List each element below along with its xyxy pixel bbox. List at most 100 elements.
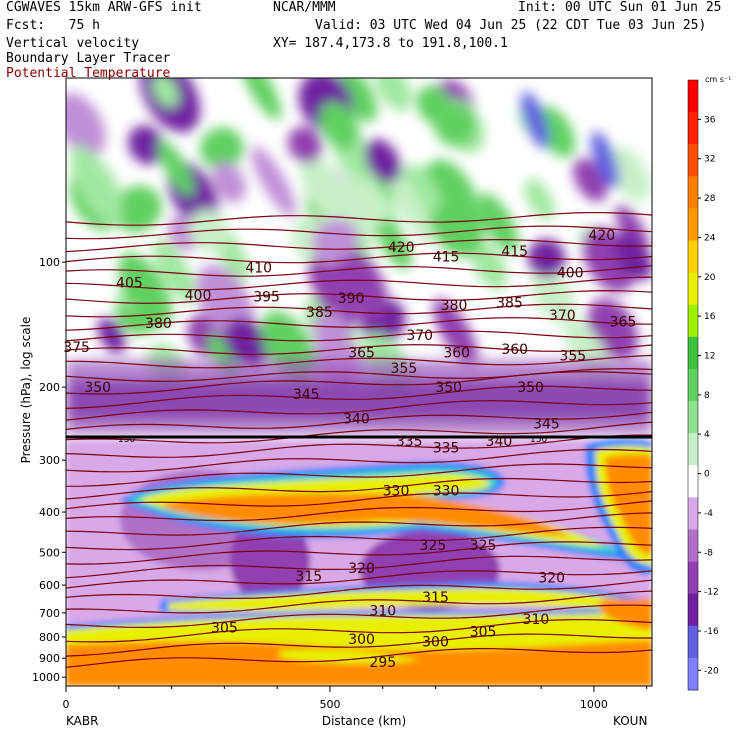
theta-label: 365 (348, 345, 375, 361)
theta-label: 365 (610, 315, 637, 331)
colorbar-swatch (688, 144, 698, 177)
theta-label: 420 (388, 240, 415, 256)
theta-label: 360 (501, 342, 528, 358)
colorbar-tick-label: -20 (704, 666, 719, 676)
colorbar-tick-label: 16 (704, 312, 716, 322)
colorbar-tick-label: -4 (704, 509, 713, 519)
x-tick-label: 0 (63, 698, 70, 711)
w-blob (224, 317, 269, 369)
theta-contour (66, 317, 652, 331)
w-blob (200, 127, 244, 170)
field-vertical-velocity: Vertical velocity (6, 36, 140, 51)
cross-section-endpoints: XY= 187.4,173.8 to 191.8,100.1 (273, 36, 508, 51)
theta-label: 400 (185, 288, 212, 304)
colorbar-swatch (688, 272, 698, 306)
colorbar-tick-label: 24 (704, 233, 716, 243)
theta-label: 335 (433, 441, 460, 457)
colorbar-swatch (688, 625, 698, 659)
theta-label: 380 (145, 316, 172, 332)
w-blob (591, 131, 619, 189)
colorbar: -20 -16 -12 -8 -4 0 4 8 12 16 20 24 28 32 36 (687, 79, 719, 691)
w-blob (521, 91, 549, 149)
theta-label: 325 (470, 538, 497, 554)
w-blob (152, 78, 179, 108)
colorbar-swatch (688, 304, 698, 338)
colorbar-swatch (688, 240, 698, 274)
x-axis: 0 500 1000 (63, 686, 648, 711)
theta-contour (66, 421, 652, 444)
theta-label: 315 (422, 590, 449, 606)
theta-label: 400 (557, 266, 584, 282)
theta-contour (66, 570, 652, 589)
theta-label: 300 (348, 632, 375, 648)
theta-contour (66, 448, 652, 473)
theta-label: 345 (533, 417, 560, 433)
theta-contour (66, 633, 652, 657)
tropopause-label-right: 150 (530, 435, 547, 445)
y-tick-label: 200 (39, 381, 60, 394)
w-blob (377, 220, 412, 269)
colorbar-tick-label: 0 (704, 470, 710, 480)
colorbar-swatch (688, 336, 698, 370)
colorbar-swatch (688, 80, 698, 113)
valid-time: Valid: 03 UTC Wed 04 Jun 25 (22 CDT Tue … (315, 18, 707, 33)
y-axis-label: Pressure (hPa), log scale (19, 317, 33, 464)
colorbar-swatch (688, 208, 698, 242)
w-blob (311, 218, 359, 263)
model-title: CGWAVES 15km ARW-GFS init (6, 0, 202, 15)
x-tick-label: 1000 (580, 698, 608, 711)
theta-label: 380 (441, 298, 468, 314)
theta-label: 385 (496, 295, 523, 311)
theta-label: 340 (486, 434, 513, 450)
w-blob (388, 171, 435, 245)
colorbar-swatch (688, 657, 698, 691)
colorbar-tick-label: 8 (704, 391, 710, 401)
theta-label: 390 (338, 291, 365, 307)
theta-label: 345 (293, 387, 320, 403)
y-tick-label: 1000 (32, 671, 60, 684)
theta-contour (66, 212, 652, 226)
theta-contour (66, 541, 652, 565)
theta-label: 370 (406, 328, 433, 344)
theta-contour (66, 303, 652, 318)
w-blob (364, 139, 401, 183)
y-tick-label: 300 (39, 454, 60, 467)
theta-label: 310 (523, 612, 550, 628)
w-blob (433, 298, 478, 366)
colorbar-tick-label: 12 (704, 351, 715, 361)
colorbar-swatch (688, 593, 698, 627)
colorbar-swatch (688, 401, 698, 434)
plot-frame (65, 77, 653, 687)
theta-label: 335 (396, 434, 423, 450)
colorbar-tick-label: 36 (704, 115, 716, 125)
colorbar-swatch (688, 368, 698, 402)
theta-label: 320 (348, 561, 375, 577)
x-axis-label: Distance (km) (322, 714, 406, 728)
theta-label: 315 (295, 569, 322, 585)
field-boundary-layer-tracer: Boundary Layer Tracer (6, 51, 171, 66)
tropopause-label-left: 150 (118, 435, 135, 445)
tracer-plume (66, 439, 652, 686)
w-blob (531, 267, 576, 324)
y-tick-label: 600 (39, 579, 60, 592)
theta-label: 375 (63, 340, 90, 356)
colorbar-tick-label: -8 (704, 548, 713, 558)
colorbar-swatch (688, 112, 698, 145)
organization: NCAR/MMM (273, 0, 336, 15)
forecast-hour: Fcst: 75 h (6, 18, 100, 33)
theta-label: 420 (588, 228, 615, 244)
w-blob (338, 78, 377, 122)
colorbar-swatch (688, 529, 698, 563)
colorbar-swatch (688, 561, 698, 595)
theta-label: 370 (549, 308, 576, 324)
theta-contour (66, 276, 652, 291)
theta-label: 360 (443, 345, 470, 361)
theta-contour (66, 265, 652, 277)
w-blob (608, 146, 651, 202)
w-blob (118, 252, 172, 327)
theta-labels: 375 350 405 380 400 410 395 385 390 420 415 415 420 4… (63, 228, 636, 671)
theta-label: 395 (253, 290, 280, 306)
w-blob (66, 92, 106, 157)
y-tick-label: 100 (39, 256, 60, 269)
